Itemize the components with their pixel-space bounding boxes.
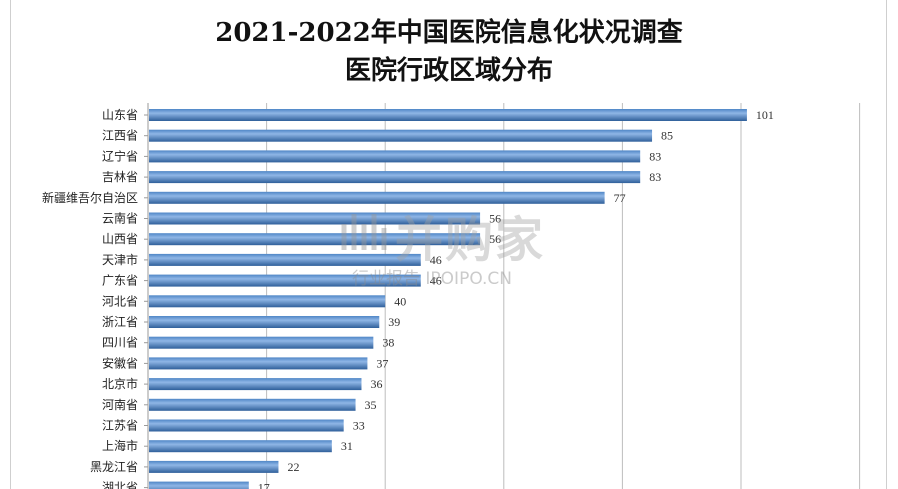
category-label: 黑龙江省: [90, 460, 138, 474]
bar: [149, 440, 332, 453]
data-label: 37: [376, 356, 388, 370]
data-label: 17: [258, 481, 270, 489]
bar: [149, 419, 344, 432]
bars: [149, 109, 747, 489]
chart-subtitle: 医院行政区域分布: [344, 56, 553, 86]
bar: [149, 253, 421, 266]
bar: [149, 378, 362, 391]
bar: [149, 398, 356, 411]
bar: [149, 481, 249, 489]
watermark-subtext: 行业报告 IPOIPO.CN: [352, 269, 512, 289]
data-label: 83: [649, 149, 661, 163]
data-label: 38: [382, 336, 394, 350]
bar: [149, 336, 374, 349]
frame-border-right: [886, 0, 887, 489]
data-label: 35: [365, 398, 377, 412]
data-label: 101: [756, 108, 774, 122]
category-label: 上海市: [102, 438, 138, 453]
bar: [149, 191, 605, 204]
category-label: 云南省: [102, 211, 138, 226]
category-label: 山西省: [102, 232, 138, 246]
chart-title: 2021-2022年中国医院信息化状况调查: [215, 18, 683, 48]
bar: [149, 129, 653, 142]
bar: [149, 150, 641, 163]
category-label: 湖北省: [102, 480, 138, 489]
data-label: 22: [287, 460, 299, 474]
category-label: 江苏省: [102, 419, 138, 433]
category-label: 新疆维吾尔自治区: [42, 190, 138, 205]
category-label: 辽宁省: [102, 148, 138, 163]
data-label: 46: [430, 274, 442, 288]
bar: [149, 109, 747, 121]
category-label: 河北省: [102, 294, 138, 308]
data-label: 56: [489, 212, 501, 226]
category-label: 安徽省: [102, 355, 138, 370]
data-label: 77: [614, 191, 626, 205]
data-label: 40: [394, 294, 406, 308]
category-label: 四川省: [102, 336, 138, 350]
category-label: 江西省: [102, 129, 138, 143]
category-label: 吉林省: [102, 170, 138, 184]
bar: [149, 316, 380, 328]
category-label: 北京市: [102, 376, 138, 391]
data-label: 85: [661, 129, 673, 143]
category-label: 浙江省: [102, 315, 138, 329]
bar: [149, 212, 481, 225]
category-label: 天津市: [102, 252, 138, 267]
data-label: 31: [341, 439, 353, 453]
frame-border-left: [10, 0, 11, 489]
data-label: 39: [388, 315, 400, 329]
ipoipo-logo-icon: [341, 214, 387, 250]
watermark-text: 并购家: [395, 212, 546, 268]
labels: 山东省 101 江西省 85 辽宁省 83 吉林省 83 新疆维吾尔自治区 77 云南省 56 山西省 5…: [42, 108, 774, 489]
data-label: 83: [649, 170, 661, 184]
data-label: 46: [430, 253, 442, 267]
bar: [149, 233, 481, 246]
bar: [149, 171, 641, 184]
bar: [149, 295, 386, 308]
bar: [149, 274, 421, 287]
category-label: 河南省: [102, 397, 138, 412]
bar: [149, 460, 279, 473]
category-label: 广东省: [102, 274, 138, 288]
category-label: 山东省: [102, 108, 138, 122]
bar: [149, 357, 368, 370]
data-label: 56: [489, 232, 501, 246]
data-label: 33: [353, 419, 365, 433]
data-label: 36: [370, 377, 382, 391]
